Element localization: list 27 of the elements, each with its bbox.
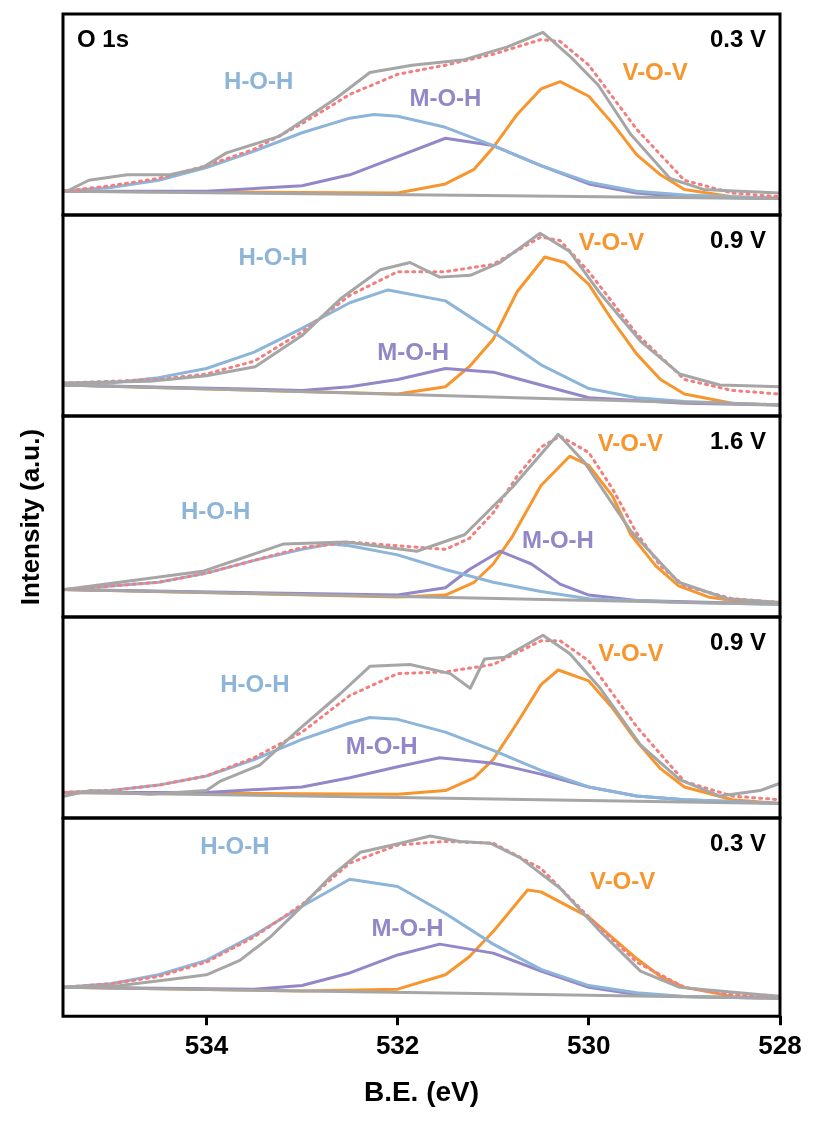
x-tick-label: 530 xyxy=(567,1029,611,1060)
series-label: H-O-H xyxy=(224,67,294,95)
x-tick-label: 528 xyxy=(758,1029,802,1060)
x-axis-title: B.E. (eV) xyxy=(363,1075,480,1107)
series-label: M-O-H xyxy=(377,338,450,366)
text: H-O-H xyxy=(200,831,270,859)
x-tick-label: 534 xyxy=(184,1029,229,1060)
chart-title: 0.3 V xyxy=(709,828,766,856)
chart-title: 0.9 V xyxy=(709,627,766,655)
series-label: V-O-V xyxy=(597,429,664,457)
series-label: V-O-V xyxy=(589,866,656,894)
series-label: V-O-V xyxy=(598,639,664,667)
series-label: V-O-V xyxy=(578,228,645,256)
chart-title: 0.9 V xyxy=(709,225,766,253)
series-label: M-O-H xyxy=(345,732,418,760)
series-label: M-O-H xyxy=(371,914,444,942)
text: H-O-H xyxy=(238,242,308,270)
chart-title: 0.3 V xyxy=(709,24,766,52)
x-tick-label: 532 xyxy=(375,1029,420,1060)
y-axis-title: Intensity (a.u.) xyxy=(14,428,46,605)
series-label: H-O-H xyxy=(220,670,290,698)
series-label: V-O-V xyxy=(622,58,688,86)
series-label: M-O-H xyxy=(521,525,594,553)
series-label: M-O-H xyxy=(409,83,482,111)
annotation: O 1s xyxy=(77,24,130,52)
series-label: H-O-H xyxy=(181,496,251,524)
chart-title: 1.6 V xyxy=(709,426,766,454)
